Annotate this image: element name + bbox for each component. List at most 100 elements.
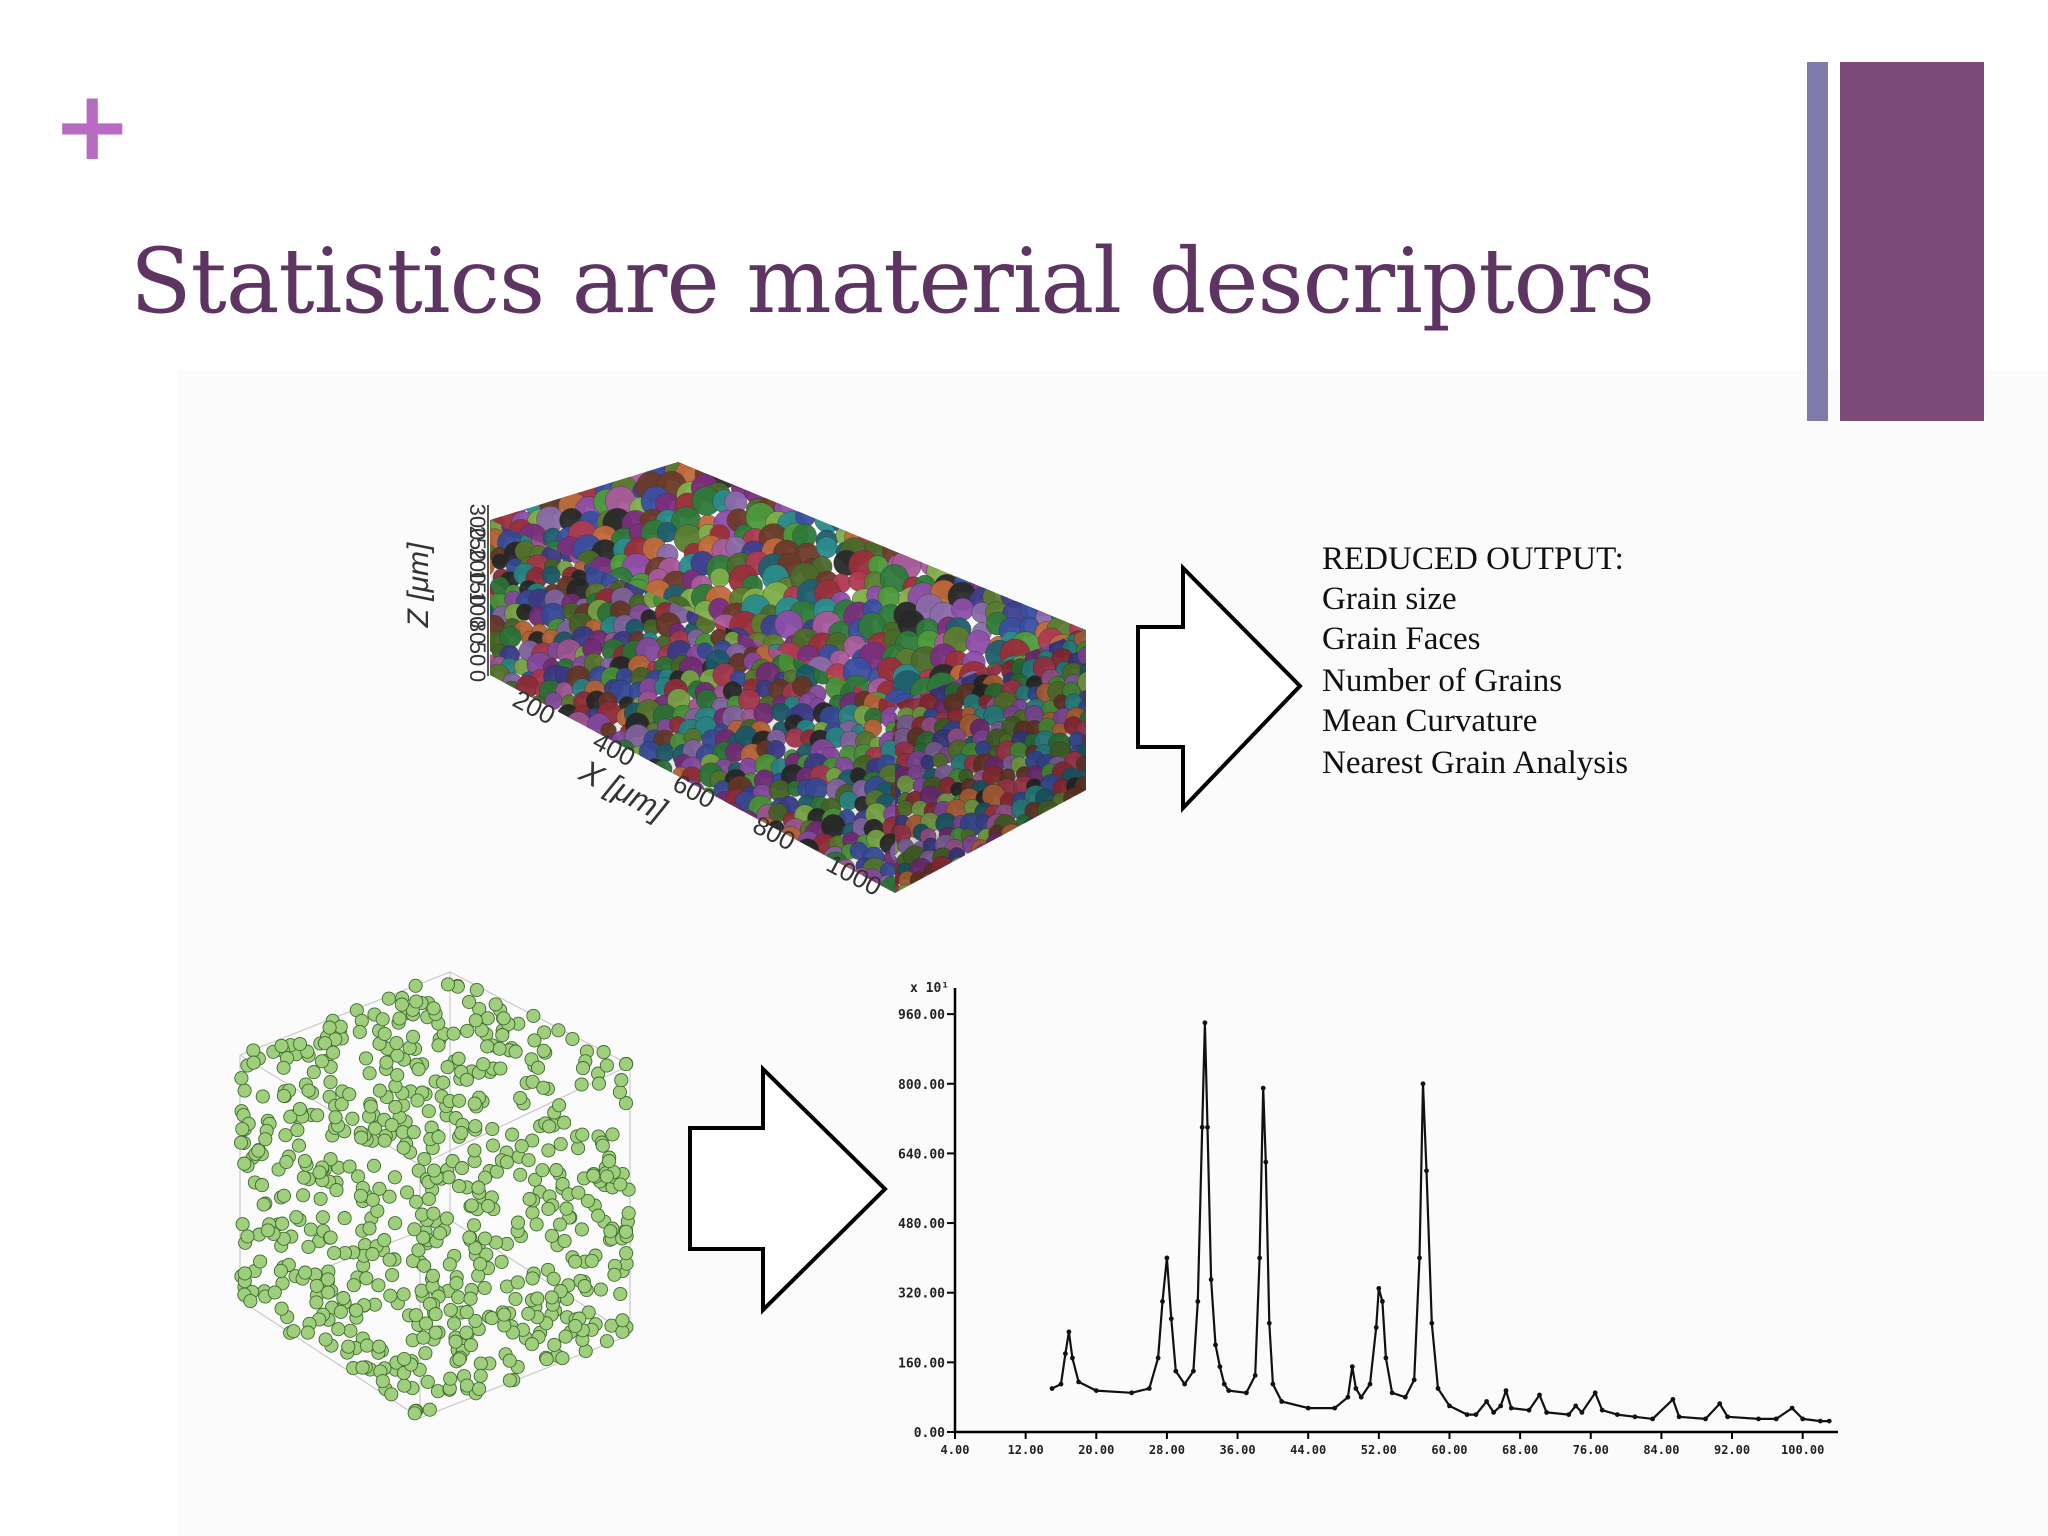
grain [950, 462, 970, 469]
grain [490, 843, 509, 863]
grain [914, 509, 944, 539]
atom-sphere [289, 1210, 304, 1225]
grain [988, 860, 1011, 883]
xrd-data-point [1279, 1399, 1285, 1404]
grain [822, 886, 842, 893]
grain [1017, 527, 1044, 555]
xrd-data-point [1579, 1410, 1585, 1415]
grain [624, 818, 644, 838]
grain [997, 866, 1021, 890]
atom-sphere [536, 1080, 551, 1095]
atom-sphere [377, 1026, 392, 1042]
grain [1015, 858, 1035, 879]
xrd-data-point [1566, 1412, 1572, 1417]
grain [1048, 462, 1075, 485]
grain [490, 873, 505, 893]
grain [521, 462, 543, 482]
grain [1026, 857, 1047, 879]
grain [681, 845, 706, 870]
grain [1052, 847, 1072, 866]
grain [893, 465, 922, 494]
atom-sphere [448, 1334, 463, 1349]
grain [490, 462, 501, 472]
atom-sphere [618, 1096, 634, 1111]
grain [850, 505, 877, 532]
atom-sphere [411, 1163, 426, 1178]
atom-sphere [400, 1185, 415, 1200]
grain [1079, 791, 1086, 807]
grain [708, 868, 730, 891]
grain [1089, 541, 1110, 562]
atom-sphere [362, 1221, 377, 1236]
atom-sphere [384, 1117, 399, 1133]
z-tick-label: 100 [465, 592, 490, 629]
grain [490, 681, 495, 704]
atom-sphere [365, 1247, 380, 1262]
grain [1037, 478, 1062, 503]
grain [546, 806, 563, 823]
grain [932, 885, 953, 893]
atom-sphere [459, 1378, 475, 1393]
grain [752, 845, 774, 867]
grain [553, 880, 578, 893]
grain [928, 543, 954, 570]
xrd-data-point [1367, 1381, 1373, 1387]
grain [660, 820, 679, 840]
atom-spheres [233, 977, 636, 1421]
atom-sphere [473, 1368, 488, 1383]
grain [1089, 468, 1110, 489]
grain [490, 783, 495, 803]
xrd-data-point [1376, 1286, 1382, 1291]
grain [1027, 880, 1046, 893]
atom-sphere [544, 1290, 559, 1305]
atom-sphere [537, 1025, 552, 1040]
atom-sphere [473, 1356, 488, 1371]
atom-sphere [333, 1304, 348, 1319]
xrd-data-point [1670, 1397, 1676, 1402]
grain [563, 847, 581, 864]
atom-sphere [326, 1045, 341, 1060]
xrd-data-point [1191, 1368, 1196, 1374]
z-tick-label: 150 [465, 570, 490, 607]
grain [609, 881, 635, 893]
grain [672, 880, 695, 893]
atom-sphere [345, 1111, 360, 1126]
grain [816, 536, 838, 559]
atom-sphere [292, 1036, 308, 1052]
atom-sphere [372, 1339, 387, 1354]
atom-sphere [508, 1044, 523, 1059]
grain [545, 793, 565, 812]
grain [490, 808, 491, 825]
grain [894, 859, 895, 877]
grain [652, 844, 672, 864]
grain [725, 843, 749, 868]
grain [710, 805, 728, 823]
grain [599, 838, 626, 865]
atom-sphere [301, 1239, 316, 1254]
grain [507, 748, 524, 765]
grain [942, 885, 965, 893]
atom-sphere [436, 1075, 451, 1090]
atom-sphere [451, 1051, 466, 1066]
atom-sphere [417, 1151, 432, 1167]
atom-sphere [614, 1073, 629, 1088]
atom-sphere [459, 1072, 474, 1087]
reduced-output-heading: REDUCED OUTPUT: [1322, 541, 1624, 577]
grain [728, 830, 751, 852]
xrd-data-point [1473, 1412, 1479, 1417]
atom-sphere [371, 1278, 386, 1293]
grain [681, 833, 703, 855]
atom-sphere [309, 1278, 324, 1293]
grain [1047, 524, 1072, 549]
atom-sphere [485, 1121, 500, 1137]
grain [605, 880, 623, 893]
atom-sphere [618, 1224, 634, 1239]
grain [946, 873, 970, 893]
atom-sphere [468, 1241, 483, 1256]
grain [1061, 537, 1086, 568]
atom-sphere [329, 1183, 344, 1198]
grain [552, 462, 580, 474]
atom-sphere [301, 1083, 316, 1098]
grain [540, 753, 563, 777]
